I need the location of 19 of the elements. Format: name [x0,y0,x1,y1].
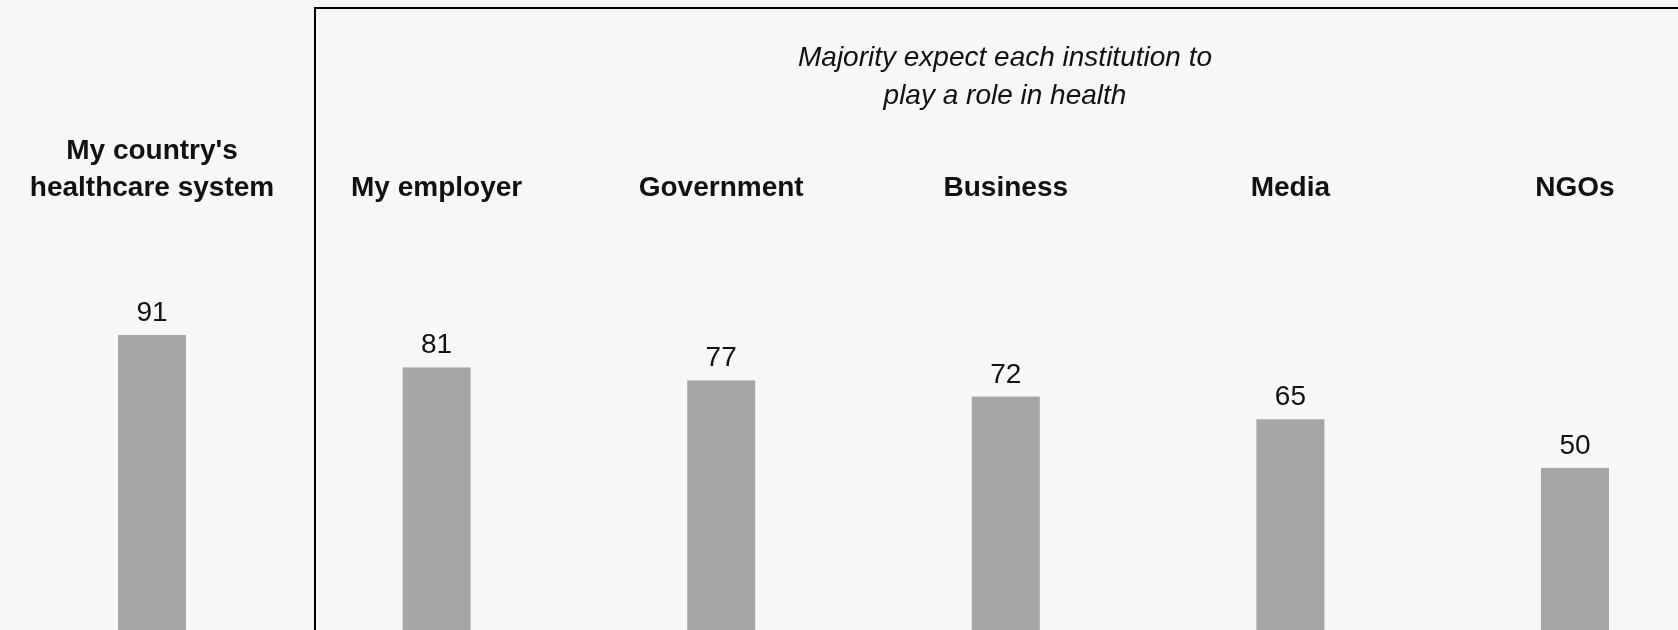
data-label: 50 [1559,428,1591,460]
x-tick-label: My country's healthcare system [29,134,275,202]
x-tick-label: My employer [351,171,523,202]
x-tick-label: NGOs [1535,171,1615,202]
bar [971,396,1040,630]
bar [1541,467,1609,630]
data-label: 72 [990,357,1022,389]
bar [118,335,186,630]
x-tick-label: Government [638,171,804,202]
text: Majority expect each institution to play a role in health [798,41,1212,110]
bar [402,367,471,630]
bar [687,380,756,630]
data-label: 77 [705,341,737,373]
data-label: 65 [1274,380,1306,412]
data-label: 81 [421,328,453,360]
bar [1256,419,1325,630]
data-label: 91 [136,296,168,327]
x-tick-label: Media [1250,171,1331,202]
x-tick-label: Business [943,171,1069,202]
